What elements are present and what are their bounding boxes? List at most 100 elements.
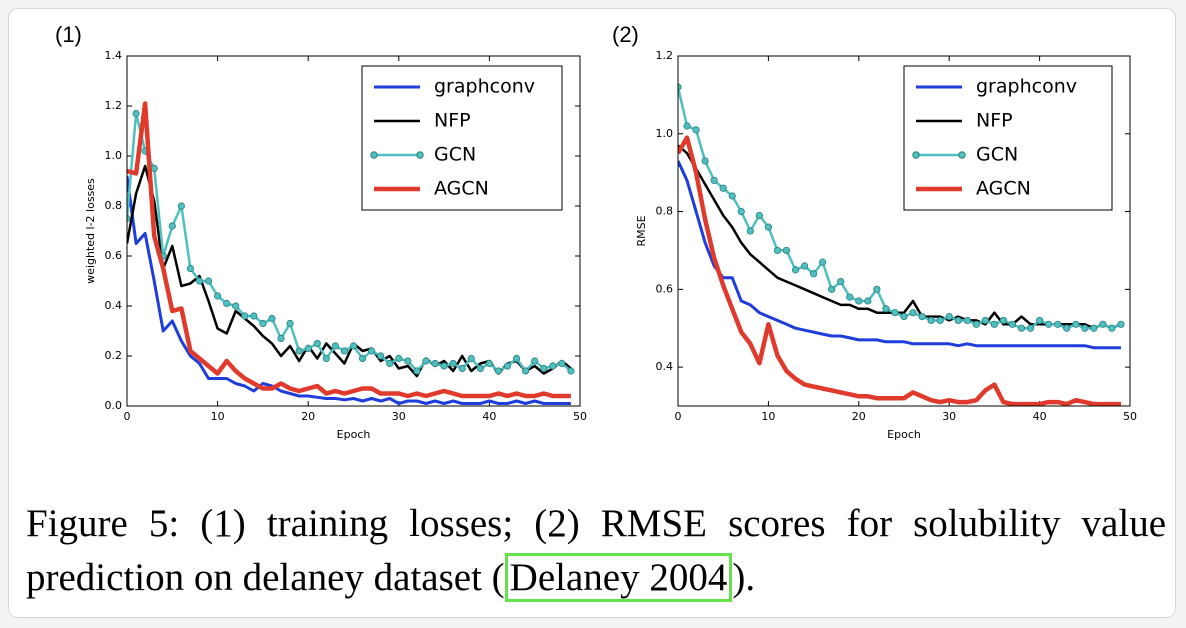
y-tick-label: 0.6: [656, 282, 674, 295]
point-marker: [1108, 324, 1116, 332]
point-marker: [999, 316, 1008, 325]
y-tick-label: 0.4: [105, 299, 123, 312]
legend-marker: [370, 151, 378, 159]
point-marker: [927, 316, 935, 325]
legend-label: NFP: [976, 110, 1013, 132]
point-marker: [882, 305, 890, 313]
point-marker: [1026, 324, 1035, 332]
point-marker: [981, 316, 989, 325]
point-marker: [719, 184, 727, 192]
point-marker: [900, 312, 908, 321]
point-marker: [963, 316, 971, 325]
legend-marker: [912, 151, 920, 159]
point-marker: [701, 157, 709, 165]
plot-area: [127, 101, 575, 405]
point-marker: [1063, 324, 1071, 332]
x-tick-label: 50: [1123, 410, 1137, 423]
point-marker: [1099, 320, 1107, 328]
y-tick-label: 1.2: [656, 49, 674, 62]
y-axis-label: weighted l-2 losses: [84, 178, 97, 284]
plot-frame: [677, 55, 1131, 407]
x-tick-label: 10: [211, 410, 225, 423]
panel-label: (2): [612, 22, 639, 47]
point-marker: [458, 364, 466, 373]
legend-label: AGCN: [976, 178, 1031, 200]
point-marker: [728, 192, 736, 200]
point-marker: [1008, 320, 1017, 328]
point-marker: [368, 347, 376, 355]
caption-closing: ).: [732, 556, 756, 599]
point-marker: [540, 364, 548, 373]
citation-link[interactable]: Delaney 2004: [504, 553, 733, 602]
point-marker: [828, 285, 836, 293]
point-marker: [204, 277, 213, 285]
y-tick-label: 0.8: [656, 205, 674, 218]
x-tick-label: 30: [392, 410, 406, 423]
point-marker: [349, 342, 358, 350]
legend-label: graphconv: [434, 76, 535, 98]
point-marker: [1072, 320, 1080, 328]
point-marker: [710, 176, 718, 185]
point-marker: [549, 362, 557, 370]
x-tick-label: 20: [852, 410, 866, 423]
x-tick-label: 40: [482, 410, 496, 423]
point-marker: [386, 359, 394, 368]
point-marker: [567, 367, 575, 375]
point-marker: [1054, 320, 1062, 328]
legend-label: graphconv: [976, 76, 1077, 98]
point-marker: [214, 292, 222, 300]
point-marker: [683, 122, 691, 130]
point-marker: [936, 316, 944, 325]
x-tick-label: 10: [761, 410, 775, 423]
legend-label: GCN: [434, 144, 476, 166]
legend-marker: [416, 151, 424, 159]
y-tick-label: 0.6: [105, 249, 123, 262]
x-tick-label: 50: [573, 410, 587, 423]
point-marker: [467, 354, 475, 363]
point-marker: [286, 319, 294, 328]
point-marker: [809, 270, 818, 278]
point-marker: [340, 347, 349, 355]
point-marker: [846, 293, 854, 301]
point-marker: [746, 227, 754, 235]
point-marker: [737, 207, 745, 216]
point-marker: [304, 344, 312, 353]
point-marker: [864, 297, 872, 305]
point-marker: [990, 320, 999, 328]
point-marker: [195, 277, 204, 285]
x-tick-label: 0: [675, 410, 682, 423]
caption: Figure 5: (1) training losses; (2) RMSE …: [26, 497, 1166, 605]
point-marker: [512, 354, 521, 363]
point-marker: [692, 126, 700, 134]
x-axis-label: Epoch: [887, 428, 921, 441]
point-marker: [241, 312, 249, 320]
point-marker: [377, 352, 385, 360]
point-marker: [855, 297, 863, 305]
point-marker: [782, 246, 791, 255]
x-tick-label: 40: [1033, 410, 1047, 423]
legend-label: NFP: [434, 110, 471, 132]
point-marker: [954, 316, 962, 325]
y-tick-label: 0.8: [105, 199, 123, 212]
point-marker: [431, 359, 439, 368]
point-marker: [413, 367, 421, 375]
legend-label: AGCN: [434, 178, 489, 200]
legend-box: [903, 65, 1113, 211]
point-marker: [800, 262, 809, 270]
y-axis-label: RMSE: [635, 215, 648, 246]
point-marker: [449, 359, 457, 368]
y-tick-label: 0.2: [105, 349, 123, 362]
y-tick-label: 1.0: [105, 149, 123, 162]
point-marker: [558, 359, 566, 368]
caption-text: Figure 5: (1) training losses; (2) RMSE …: [26, 502, 1166, 599]
series-line: [127, 175, 571, 405]
point-marker: [755, 211, 763, 220]
point-marker: [322, 354, 330, 363]
point-marker: [1081, 324, 1089, 332]
point-marker: [132, 109, 140, 118]
point-marker: [177, 202, 185, 210]
point-marker: [819, 258, 827, 266]
point-marker: [395, 354, 403, 363]
panel-label: (1): [55, 22, 82, 47]
